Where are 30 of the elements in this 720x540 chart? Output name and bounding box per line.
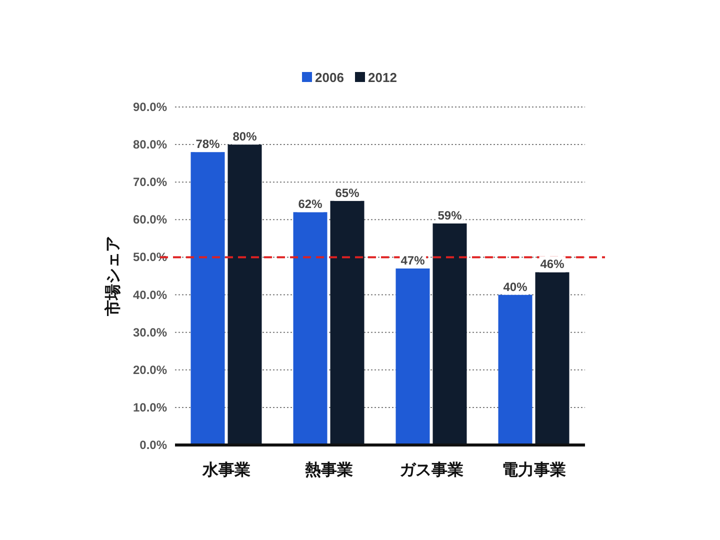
bar [330,200,364,445]
y-tick-label: 60.0% [132,212,168,227]
bar [228,144,262,445]
y-tick-label: 0.0% [140,438,168,452]
y-tick-label: 80.0% [132,138,168,152]
y-tick-label: 10.0% [132,400,168,414]
y-tick-label: 90.0% [132,100,168,114]
legend-label: 2006 [315,70,344,85]
x-tick-label: 電力事業 [502,461,566,479]
x-tick-label: ガス事業 [399,461,464,479]
y-tick-label: 20.0% [132,362,168,377]
data-label: 40% [503,280,528,294]
y-tick-label: 40.0% [132,288,168,302]
bar [498,294,532,445]
x-tick-label: 熱事業 [304,461,353,479]
x-tick-label: 水事業 [201,461,250,479]
y-tick-label: 70.0% [132,175,168,190]
data-label: 59% [438,208,462,222]
data-label: 78% [196,137,220,152]
data-label: 47% [400,253,426,268]
data-label: 80% [232,130,258,144]
bar [293,212,328,445]
legend-label: 2012 [368,70,397,85]
data-label: 46% [540,257,565,272]
data-label: 65% [335,186,360,200]
y-tick-label: 50.0% [132,250,168,264]
data-label: 62% [298,197,323,212]
y-axis-title: 市場シェア [104,236,122,317]
bar [535,272,570,445]
y-tick-label: 30.0% [132,325,168,340]
